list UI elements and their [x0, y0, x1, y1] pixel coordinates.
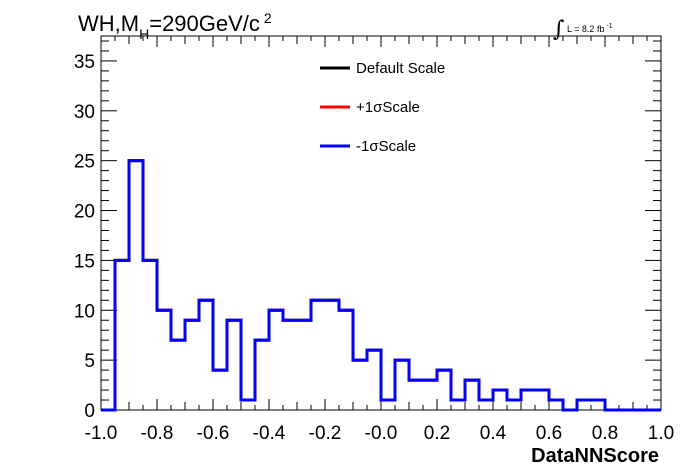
title-prefix: WH,M [78, 11, 139, 36]
x-axis-label: DataNNScore [531, 445, 659, 467]
x-tick-label: -0.4 [253, 423, 286, 444]
legend-label-default: Default Scale [356, 60, 445, 77]
x-tick-label: -0.6 [197, 423, 230, 444]
x-tick-label: 0.8 [592, 423, 618, 444]
y-tick-label: 20 [74, 202, 95, 223]
lumi-text: L = 8.2 fb [567, 24, 604, 34]
x-tick-label: -1.0 [85, 423, 118, 444]
y-tick-label: 35 [74, 52, 95, 73]
x-tick-label: 0.2 [424, 423, 450, 444]
legend: Default Scale +1σScale -1σScale [320, 60, 445, 155]
chart-title: WH,MH=290GeV/c 2 [78, 10, 272, 42]
x-tick-label: 0.6 [536, 423, 562, 444]
title-value: =290GeV/c [149, 11, 260, 36]
y-tick-label: 5 [84, 351, 95, 372]
lumi-label: L = 8.2 fb -1 [567, 23, 613, 34]
x-tick-label: -0.0 [365, 423, 398, 444]
axis-ticks: -1.0 -0.8 -0.6 -0.4 -0.2 -0.0 0.2 0.4 0.6 0.8 1.0 0… [74, 36, 674, 444]
title-superscript: 2 [264, 10, 272, 26]
x-tick-label: 1.0 [648, 423, 674, 444]
y-tick-label: 10 [74, 301, 95, 322]
series-line-2 [101, 159, 661, 412]
lumi-superscript: -1 [606, 23, 612, 30]
x-tick-label: 0.4 [480, 423, 507, 444]
x-tick-label: -0.8 [141, 423, 174, 444]
histogram-series [101, 159, 661, 412]
title-subscript: H [139, 26, 149, 42]
x-tick-label: -0.2 [309, 423, 342, 444]
y-tick-label: 15 [74, 251, 95, 272]
y-tick-label: 30 [74, 102, 95, 123]
legend-label-plus1sigma: +1σScale [356, 99, 420, 116]
y-tick-label: 25 [74, 152, 95, 173]
y-tick-label: 0 [84, 401, 95, 422]
legend-label-minus1sigma: -1σScale [356, 138, 416, 155]
